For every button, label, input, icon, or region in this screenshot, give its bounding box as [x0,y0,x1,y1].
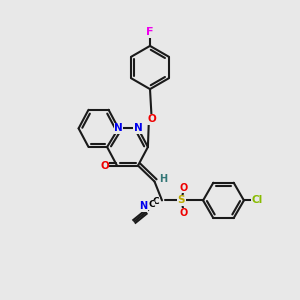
Text: O: O [100,160,109,171]
Text: O: O [180,183,188,193]
Text: F: F [146,27,154,38]
Text: Cl: Cl [251,195,263,206]
Text: S: S [178,195,185,206]
Text: N: N [139,201,147,212]
Text: C: C [153,197,159,206]
Text: N: N [114,123,123,134]
Text: C: C [148,200,155,209]
Text: H: H [159,174,167,184]
Text: O: O [147,114,156,124]
Text: N: N [134,123,142,134]
Text: O: O [180,208,188,218]
